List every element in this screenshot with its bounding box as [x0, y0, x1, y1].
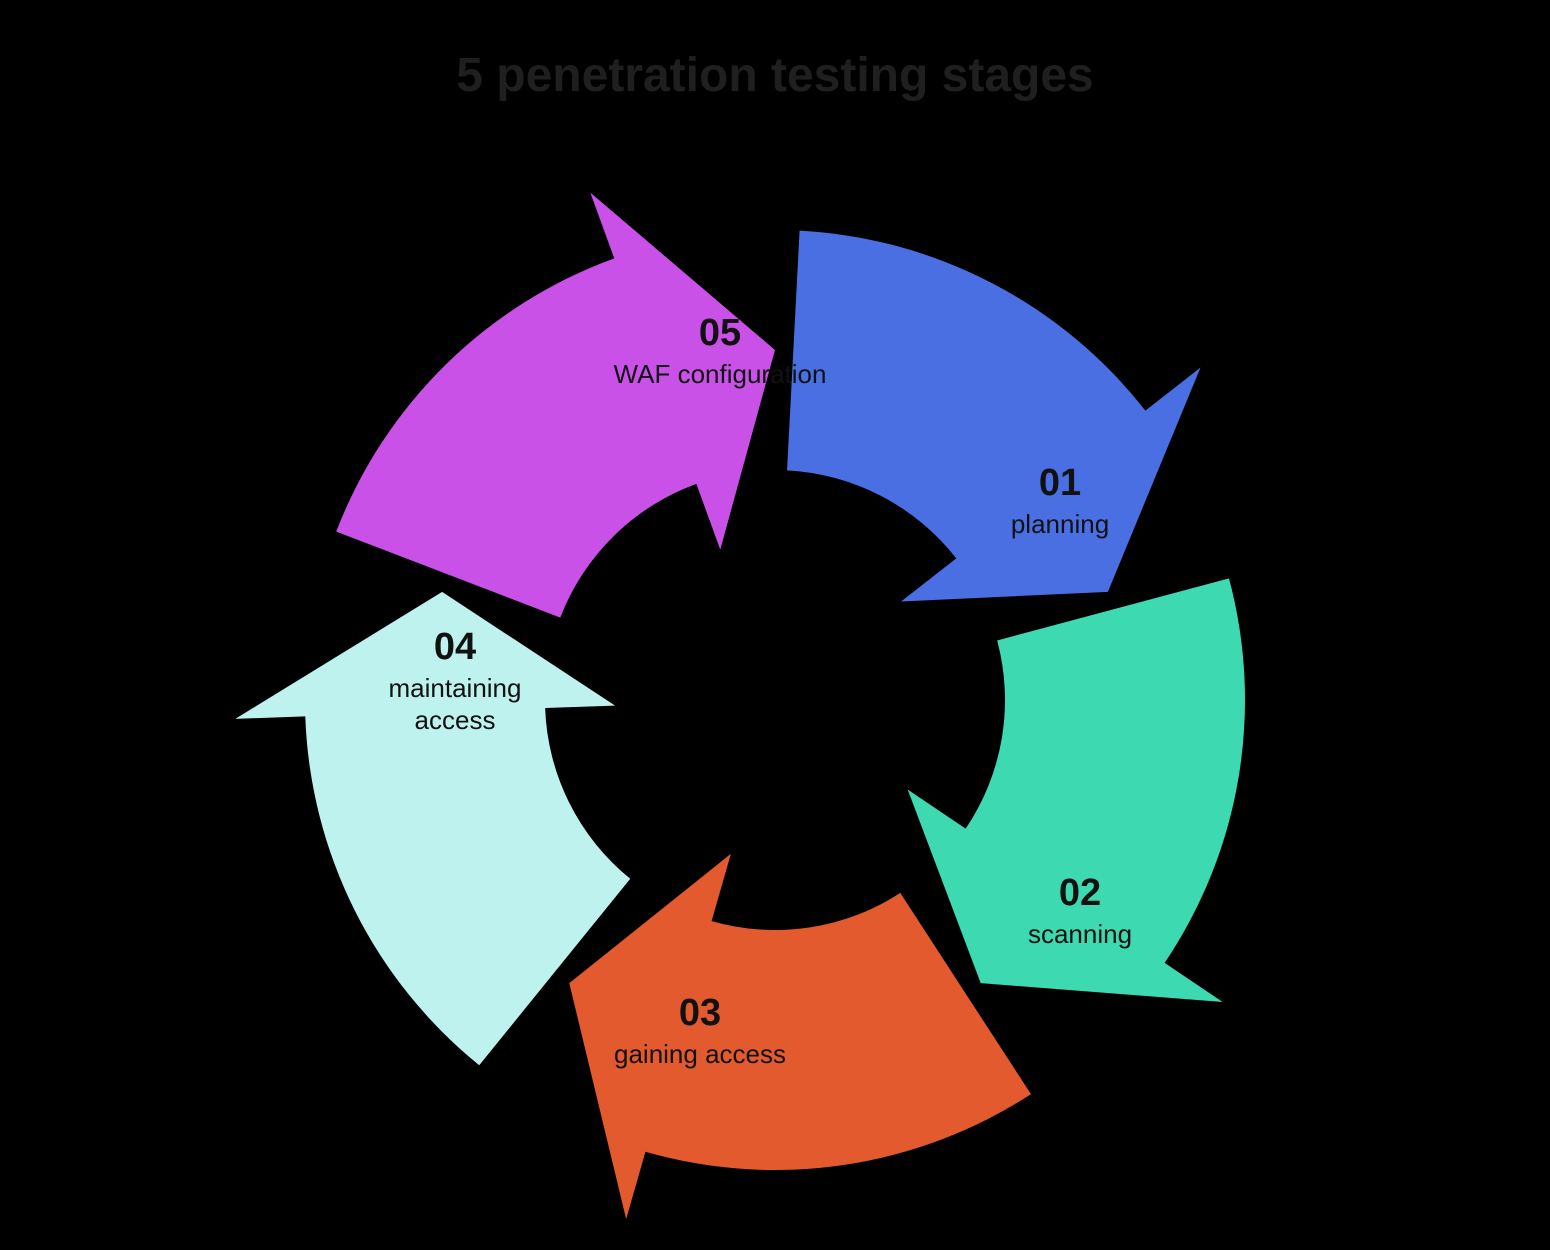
cycle-arrow-01 — [787, 231, 1200, 602]
cycle-arrow-04 — [235, 592, 630, 1065]
diagram-stage: 5 penetration testing stages 05WAF confi… — [0, 0, 1550, 1250]
cycle-arrow-02 — [908, 578, 1245, 1002]
diagram-title: 5 penetration testing stages — [0, 48, 1550, 103]
cycle-arrow-05 — [336, 193, 775, 618]
cycle-svg — [225, 150, 1325, 1250]
